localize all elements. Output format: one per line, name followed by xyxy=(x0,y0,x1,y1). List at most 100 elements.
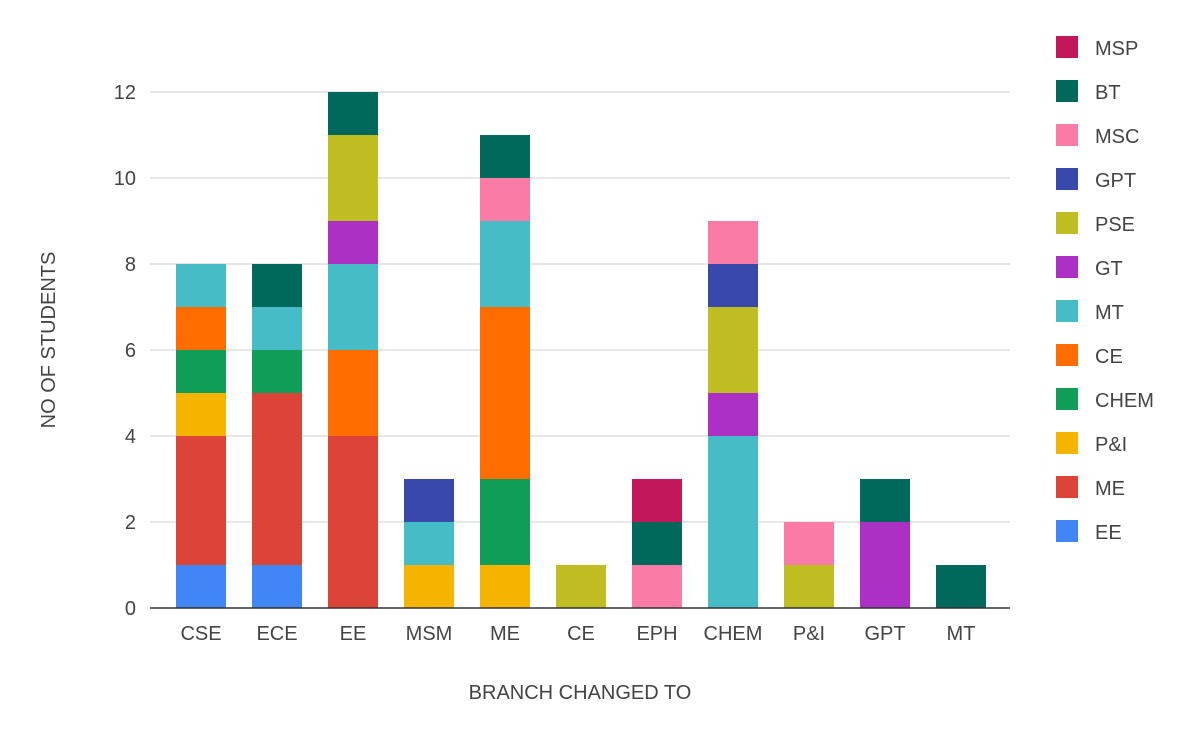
bar-segment-ME-CE xyxy=(480,307,530,479)
bar-segment-EE-CE xyxy=(328,350,378,436)
legend-item-EE[interactable]: EE xyxy=(1056,520,1122,544)
legend-swatch xyxy=(1056,388,1078,410)
x-tick-label: ECE xyxy=(256,623,297,645)
bar-segment-ECE-EE xyxy=(252,565,302,608)
y-tick-label: 8 xyxy=(125,254,136,276)
legend-label: ME xyxy=(1095,478,1125,500)
legend: MSP BT MSC GPT PSE GT MT CE CHEM P&I ME EE xyxy=(1056,36,1154,544)
bar-segment-ECE-BT xyxy=(252,264,302,307)
x-tick-label: CE xyxy=(567,623,595,645)
legend-swatch xyxy=(1056,344,1078,366)
bar-segment-EE-BT xyxy=(328,92,378,135)
bar-segment-EE-ME xyxy=(328,436,378,608)
legend-label: MT xyxy=(1095,302,1124,324)
legend-swatch xyxy=(1056,476,1078,498)
bars xyxy=(176,92,986,608)
y-tick-label: 6 xyxy=(125,340,136,362)
legend-item-MT[interactable]: MT xyxy=(1056,300,1124,324)
bar-segment-EE-MT xyxy=(328,264,378,350)
legend-item-PSE[interactable]: PSE xyxy=(1056,212,1135,236)
x-tick-label: CHEM xyxy=(704,623,763,645)
bar-segment-ME-MT xyxy=(480,221,530,307)
legend-label: MSP xyxy=(1095,38,1138,60)
bar-segment-ECE-MT xyxy=(252,307,302,350)
bar-segment-GPT-BT xyxy=(860,479,910,522)
bar-segment-ME-BT xyxy=(480,135,530,178)
legend-swatch xyxy=(1056,432,1078,454)
bar-segment-CHEM-MT xyxy=(708,436,758,608)
x-tick-label: GPT xyxy=(864,623,905,645)
legend-label: EE xyxy=(1095,522,1122,544)
x-tick-label: ME xyxy=(490,623,520,645)
y-tick-label: 10 xyxy=(114,168,136,190)
x-tick-label: MSM xyxy=(406,623,453,645)
y-axis-title: NO OF STUDENTS xyxy=(38,252,60,429)
bar-segment-ME-MSC xyxy=(480,178,530,221)
bar-segment-CHEM-MSC xyxy=(708,221,758,264)
bar-segment-CSE-ME xyxy=(176,436,226,565)
bar-segment-EPH-BT xyxy=(632,522,682,565)
bar-segment-MT-BT xyxy=(936,565,986,608)
bar-segment-CSE-EE xyxy=(176,565,226,608)
bar-segment-ME-CHEM xyxy=(480,479,530,565)
x-tick-label: MT xyxy=(947,623,976,645)
bar-segment-EPH-MSC xyxy=(632,565,682,608)
legend-label: CE xyxy=(1095,346,1123,368)
y-tick-label: 12 xyxy=(114,82,136,104)
y-tick-label: 4 xyxy=(125,426,136,448)
legend-label: GPT xyxy=(1095,170,1136,192)
bar-segment-CSE-CHEM xyxy=(176,350,226,393)
legend-item-MSC[interactable]: MSC xyxy=(1056,124,1139,148)
legend-label: PSE xyxy=(1095,214,1135,236)
y-tick-label: 0 xyxy=(125,598,136,620)
bar-segment-EE-GT xyxy=(328,221,378,264)
x-tick-label: EE xyxy=(340,623,367,645)
legend-label: P&I xyxy=(1095,434,1127,456)
x-tick-labels: CSE ECE EE MSM ME CE EPH CHEM P&I GPT MT xyxy=(180,623,975,645)
bar-segment-CHEM-PSE xyxy=(708,307,758,393)
legend-swatch xyxy=(1056,168,1078,190)
bar-segment-MSM-MT xyxy=(404,522,454,565)
legend-item-P&I[interactable]: P&I xyxy=(1056,432,1127,456)
bar-segment-EPH-MSP xyxy=(632,479,682,522)
legend-item-ME[interactable]: ME xyxy=(1056,476,1125,500)
bar-segment-GPT-GT xyxy=(860,522,910,608)
legend-item-CE[interactable]: CE xyxy=(1056,344,1123,368)
legend-item-GT[interactable]: GT xyxy=(1056,256,1123,280)
legend-item-MSP[interactable]: MSP xyxy=(1056,36,1138,60)
bar-segment-ECE-ME xyxy=(252,393,302,565)
bar-segment-MSM-P&I xyxy=(404,565,454,608)
bar-segment-P&I-PSE xyxy=(784,565,834,608)
x-tick-label: CSE xyxy=(180,623,221,645)
bar-segment-CHEM-GPT xyxy=(708,264,758,307)
bar-segment-CSE-P&I xyxy=(176,393,226,436)
x-axis-title: BRANCH CHANGED TO xyxy=(469,682,692,704)
legend-label: CHEM xyxy=(1095,390,1154,412)
legend-swatch xyxy=(1056,256,1078,278)
legend-item-CHEM[interactable]: CHEM xyxy=(1056,388,1154,412)
legend-swatch xyxy=(1056,80,1078,102)
bar-segment-ME-P&I xyxy=(480,565,530,608)
legend-swatch xyxy=(1056,300,1078,322)
legend-swatch xyxy=(1056,212,1078,234)
bar-segment-ECE-CHEM xyxy=(252,350,302,393)
bar-segment-EE-PSE xyxy=(328,135,378,221)
legend-label: BT xyxy=(1095,82,1121,104)
legend-swatch xyxy=(1056,36,1078,58)
legend-item-GPT[interactable]: GPT xyxy=(1056,168,1136,192)
legend-swatch xyxy=(1056,520,1078,542)
legend-label: MSC xyxy=(1095,126,1139,148)
bar-segment-MSM-GPT xyxy=(404,479,454,522)
bar-segment-P&I-MSC xyxy=(784,522,834,565)
y-tick-labels: 0 2 4 6 8 10 12 xyxy=(114,82,136,620)
bar-segment-CHEM-GT xyxy=(708,393,758,436)
y-tick-label: 2 xyxy=(125,512,136,534)
x-tick-label: P&I xyxy=(793,623,825,645)
bar-segment-CSE-MT xyxy=(176,264,226,307)
legend-item-BT[interactable]: BT xyxy=(1056,80,1121,104)
bar-segment-CE-PSE xyxy=(556,565,606,608)
legend-swatch xyxy=(1056,124,1078,146)
bar-segment-CSE-CE xyxy=(176,307,226,350)
legend-label: GT xyxy=(1095,258,1123,280)
